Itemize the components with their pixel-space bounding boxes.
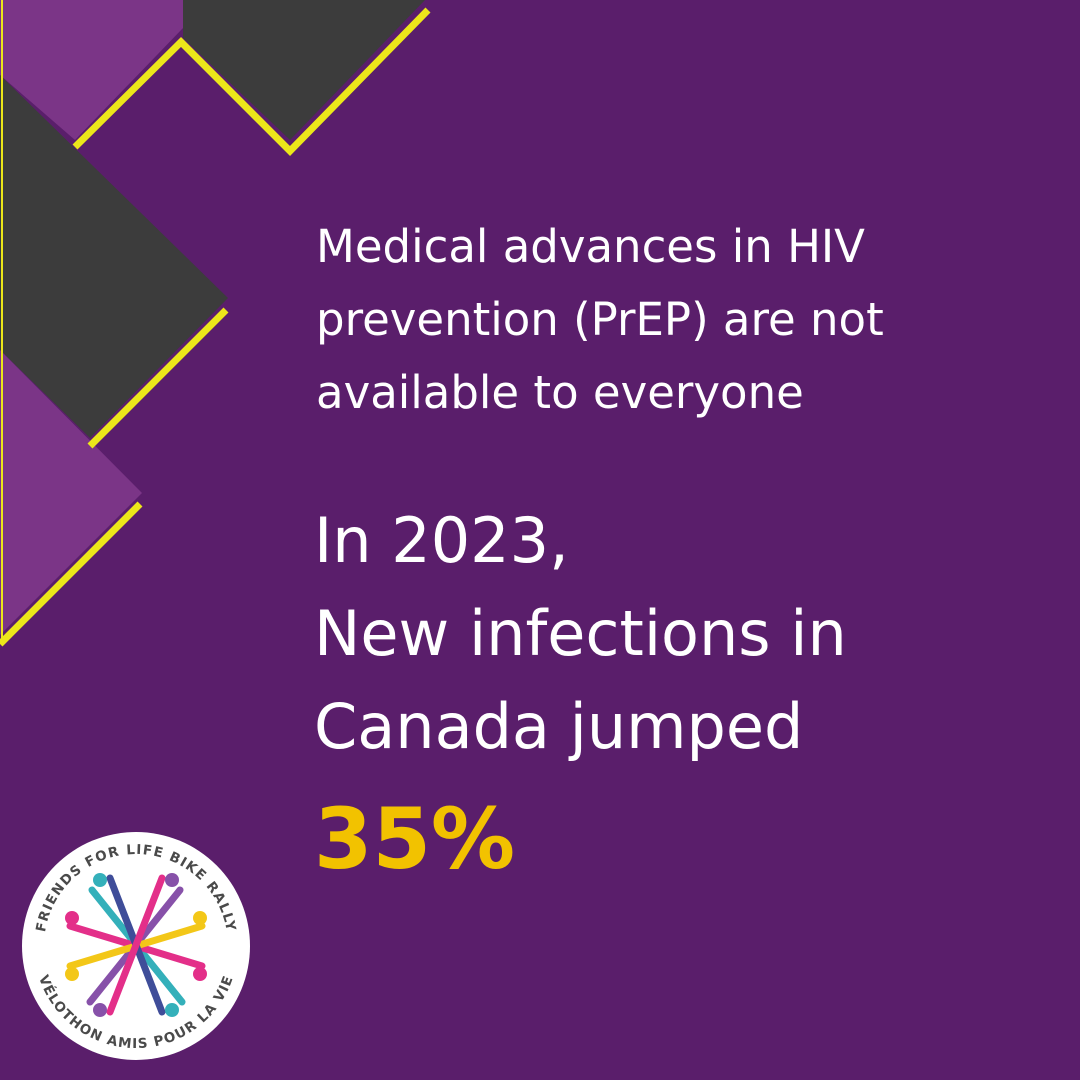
logo-emblem — [65, 873, 207, 1017]
purple-shape — [0, 0, 210, 140]
decoration — [0, 0, 431, 647]
headline-line: In 2023, — [314, 504, 569, 577]
message-line: prevention (PrEP) are not — [316, 293, 884, 346]
message-line: Medical advances in HIV — [316, 220, 865, 273]
message-line: available to everyone — [316, 366, 804, 419]
gray-shape — [0, 75, 228, 438]
gray-shape — [183, 0, 425, 140]
message: Medical advances in HIV prevention (PrEP… — [316, 220, 884, 419]
yellow-line — [87, 307, 229, 449]
headline: In 2023, New infections in Canada jumped… — [314, 504, 847, 888]
headline-line: Canada jumped — [314, 690, 803, 763]
purple-shape — [0, 350, 142, 635]
yellow-line — [72, 7, 431, 156]
yellow-line — [0, 501, 143, 647]
headline-line: New infections in — [314, 597, 847, 670]
logo: FRIENDS FOR LIFE BIKE RALLY VÉLOTHON AMI… — [22, 832, 250, 1060]
highlight: 35% — [314, 790, 515, 888]
